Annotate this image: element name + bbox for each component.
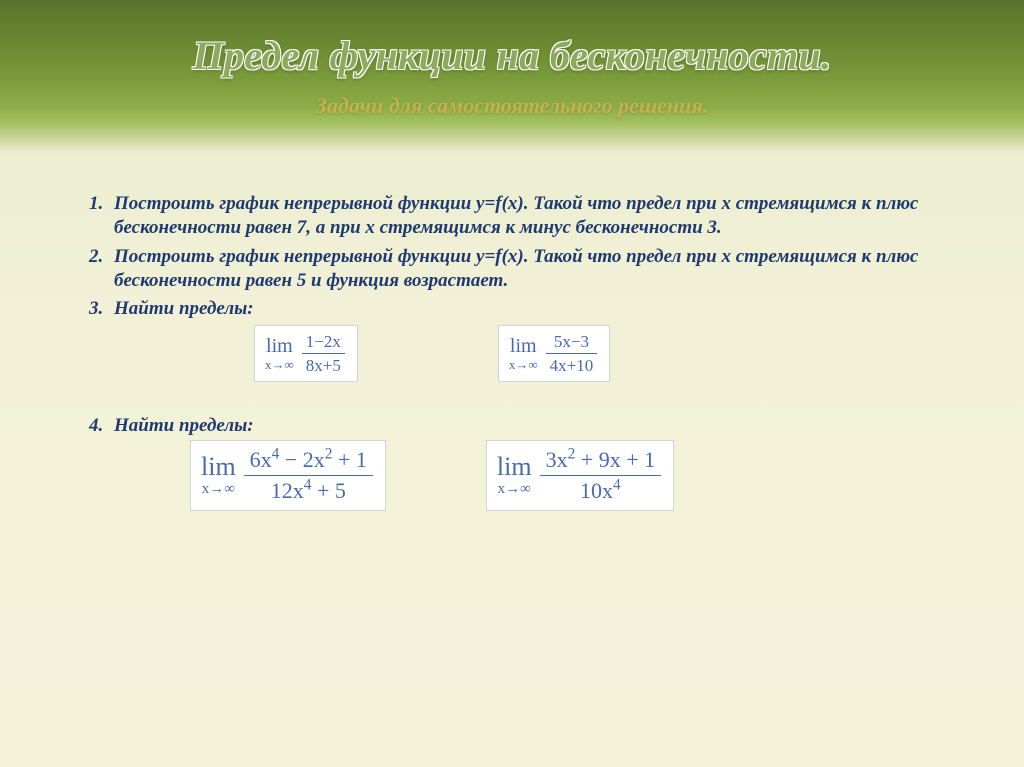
limit-approach: x→∞ — [265, 358, 294, 371]
limit-approach: x→∞ — [498, 482, 531, 497]
problem-item: Построить график непрерывной функции y=f… — [108, 245, 964, 294]
problem-item: Найти пределы: lim x→∞ 6x4 − 2x2 + 1 12x… — [108, 414, 964, 511]
problem-item: Построить график непрерывной функции y=f… — [108, 192, 964, 241]
fraction-numerator: 5x−3 — [550, 332, 593, 351]
limit-formula: lim x→∞ 5x−3 4x+10 — [498, 325, 610, 382]
fraction-numerator: 3x2 + 9x + 1 — [540, 447, 662, 473]
limit-formula: lim x→∞ 1−2x 8x+5 — [254, 325, 358, 382]
lim-label: lim — [201, 454, 236, 480]
lim-label: lim — [266, 336, 293, 356]
formula-row: lim x→∞ 6x4 − 2x2 + 1 12x4 + 5 lim x→∞ — [190, 440, 964, 511]
slide-title: Предел функции на бесконечности. — [0, 0, 1024, 79]
lim-label: lim — [497, 454, 532, 480]
problem-label: Найти пределы: — [114, 415, 254, 436]
limit-formula: lim x→∞ 3x2 + 9x + 1 10x4 — [486, 440, 674, 511]
fraction-denominator: 12x4 + 5 — [265, 478, 352, 504]
fraction-denominator: 10x4 — [574, 478, 627, 504]
fraction-denominator: 4x+10 — [546, 356, 598, 375]
problem-label: Найти пределы: — [114, 298, 254, 319]
problem-item: Найти пределы: lim x→∞ 1−2x 8x+5 — [108, 297, 964, 409]
limit-formula: lim x→∞ 6x4 − 2x2 + 1 12x4 + 5 — [190, 440, 386, 511]
slide-body: Построить график непрерывной функции y=f… — [78, 192, 964, 515]
problem-list: Построить график непрерывной функции y=f… — [78, 192, 964, 511]
limit-approach: x→∞ — [509, 358, 538, 371]
lim-label: lim — [510, 336, 537, 356]
slide: Предел функции на бесконечности. Задачи … — [0, 0, 1024, 767]
fraction-numerator: 1−2x — [302, 332, 345, 351]
formula-row: lim x→∞ 1−2x 8x+5 lim x→∞ — [254, 325, 964, 382]
limit-approach: x→∞ — [202, 482, 235, 497]
slide-subtitle: Задачи для самостоятельного решения. — [0, 93, 1024, 119]
fraction-denominator: 8x+5 — [302, 356, 345, 375]
fraction-numerator: 6x4 − 2x2 + 1 — [244, 447, 373, 473]
